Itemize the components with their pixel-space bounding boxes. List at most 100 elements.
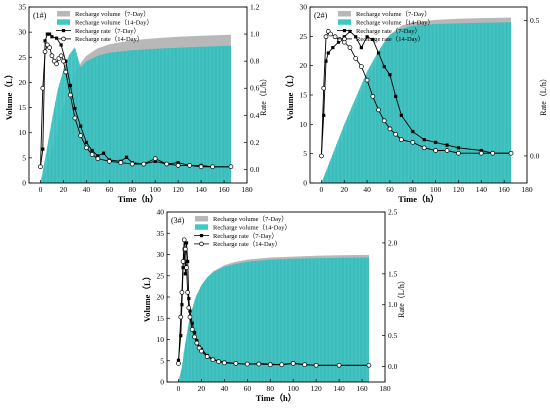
data-point <box>370 94 376 99</box>
plot-area <box>38 32 234 183</box>
y-tick-label: 5 <box>22 153 26 162</box>
data-point <box>78 133 83 138</box>
y-tick-label: 15 <box>19 103 27 112</box>
legend-marker <box>199 241 204 247</box>
data-point <box>101 151 106 155</box>
data-point <box>399 137 404 143</box>
legend-label: Recharge volume（7-Day） <box>75 10 150 18</box>
data-point <box>323 34 329 40</box>
data-point <box>54 61 59 67</box>
data-point <box>256 361 262 367</box>
data-point <box>106 158 112 164</box>
data-point <box>95 156 101 161</box>
legend-label: Recharge volume（7-Day） <box>356 10 431 18</box>
data-point <box>192 334 197 340</box>
y2-tick-label: 0.0 <box>530 151 540 160</box>
area-series-2 <box>40 45 231 183</box>
y-tick-label: 30 <box>300 3 308 12</box>
data-point <box>175 163 181 168</box>
y-tick-label: 20 <box>157 293 165 302</box>
data-point <box>38 164 43 170</box>
data-point <box>180 259 186 264</box>
data-point <box>195 338 199 343</box>
data-point <box>321 85 327 91</box>
data-point <box>336 40 341 44</box>
legend: Recharge volume（7-Day）Recharge volume（14… <box>194 215 291 248</box>
legend-label: Recharge volume（14-Day） <box>75 19 153 27</box>
data-point <box>319 153 324 159</box>
x-tick-label: 100 <box>150 185 162 194</box>
x-tick-label: 80 <box>129 185 137 194</box>
data-point <box>376 107 381 113</box>
x-tick-label: 140 <box>195 185 207 194</box>
data-point <box>331 46 335 50</box>
y-tick-label: 30 <box>157 250 165 259</box>
data-point <box>422 138 426 142</box>
data-point <box>45 32 49 36</box>
panel-label: (1#) <box>33 11 47 20</box>
rate-markers-2 <box>176 237 372 368</box>
x-tick-label: 0 <box>39 185 43 194</box>
legend-label: Recharge volume（14-Day） <box>213 224 291 232</box>
x-tick-label: 120 <box>311 384 323 393</box>
legend-swatch <box>338 11 351 17</box>
data-point <box>328 31 333 37</box>
x-tick-label: 60 <box>386 185 394 194</box>
y-tick-label: 0 <box>22 179 26 188</box>
data-point <box>61 58 66 64</box>
data-point <box>190 321 194 325</box>
data-point <box>181 237 187 243</box>
y2-tick-label: 0.0 <box>388 362 398 371</box>
y-tick-label: 0 <box>160 378 164 387</box>
x-tick-label: 180 <box>379 384 391 393</box>
y-tick-label: 15 <box>157 314 165 323</box>
data-point <box>204 354 210 360</box>
x-tick-label: 40 <box>221 384 229 393</box>
y-tick-label: 30 <box>19 28 27 37</box>
data-point <box>96 154 100 158</box>
data-point <box>228 164 234 170</box>
data-point <box>73 106 77 111</box>
y2-tick-label: 0.4 <box>250 111 260 120</box>
data-point <box>332 34 338 40</box>
data-point <box>290 361 296 366</box>
data-point <box>434 140 438 144</box>
x-tick-label: 0 <box>177 384 181 393</box>
x-tick-label: 160 <box>218 185 230 194</box>
data-point <box>43 39 47 43</box>
y2-axis-label: Rate（L/h） <box>539 74 548 116</box>
plot-area <box>319 17 514 183</box>
legend-marker <box>61 36 66 42</box>
y2-tick-label: 0.2 <box>250 138 260 147</box>
y-tick-label: 5 <box>303 149 307 158</box>
data-point <box>164 161 170 167</box>
data-point <box>41 147 45 151</box>
data-point <box>387 126 393 132</box>
y2-axis-label: Rate（L/h） <box>259 74 268 116</box>
legend-label: Recharge rate（7-Day） <box>213 232 278 240</box>
data-point <box>90 148 94 153</box>
y-tick-label: 35 <box>19 3 27 12</box>
x-tick-label: 180 <box>241 185 253 194</box>
y-tick-label: 10 <box>300 120 308 129</box>
data-point <box>129 161 135 167</box>
chart-panel-2: 0 20 40 60 80 100 120 140 160 180 0 5 10 15 20 25 30 0.0 0… <box>285 3 548 205</box>
legend-swatch <box>338 19 351 25</box>
legend-marker <box>61 29 66 33</box>
legend-label: Recharge volume（7-Day） <box>213 215 288 223</box>
data-point <box>199 348 204 354</box>
area-series-2 <box>321 22 512 183</box>
x-tick-label: 40 <box>363 185 371 194</box>
data-point <box>40 85 46 91</box>
y-axis-label: Volume（L） <box>142 272 152 322</box>
data-point <box>244 361 250 367</box>
data-point <box>187 163 192 168</box>
data-point <box>456 146 461 150</box>
y-tick-label: 40 <box>157 208 165 217</box>
x-tick-label: 20 <box>60 185 68 194</box>
data-point <box>365 35 369 39</box>
data-point <box>371 37 375 42</box>
y-tick-label: 25 <box>19 53 27 62</box>
y-tick-label: 25 <box>300 32 308 41</box>
area-series-2 <box>178 257 369 382</box>
